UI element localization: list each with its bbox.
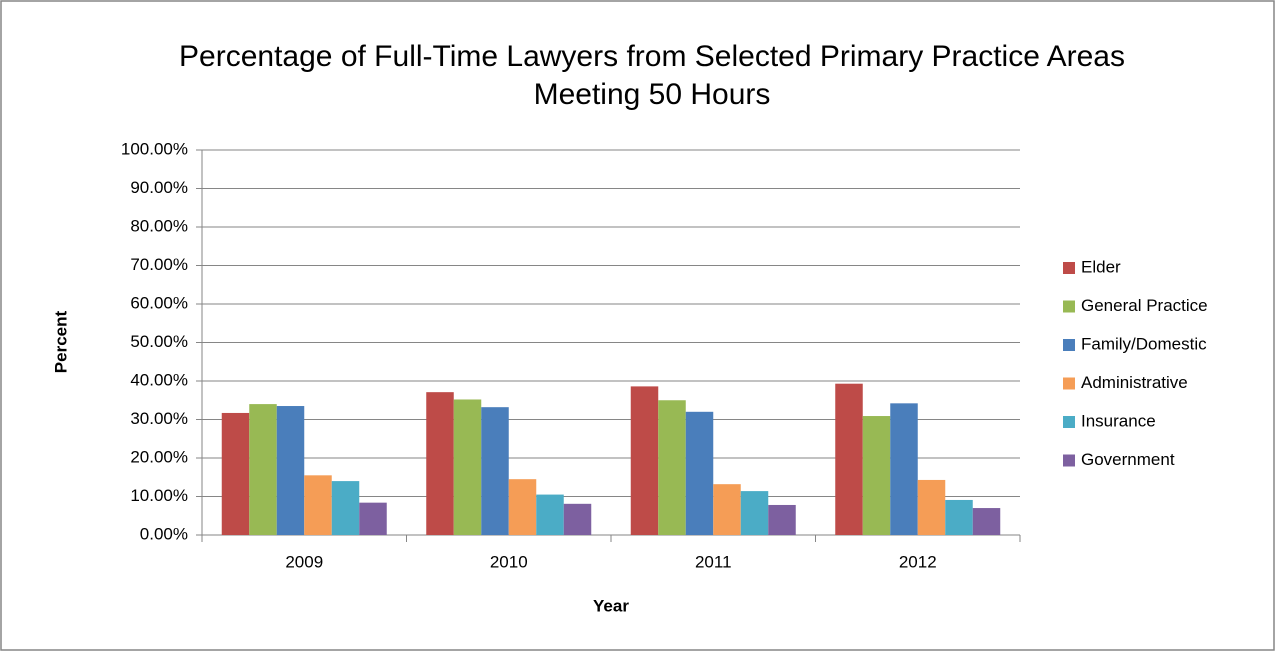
y-tick-label: 20.00% (130, 447, 188, 466)
bar (917, 479, 946, 535)
bar (453, 399, 482, 535)
legend-label: Family/Domestic (1081, 334, 1207, 353)
bar (536, 494, 564, 535)
legend-swatch (1063, 300, 1075, 313)
bar (249, 404, 277, 535)
bar (331, 481, 360, 535)
legend-swatch (1063, 339, 1075, 351)
bar (426, 392, 454, 535)
bar (658, 400, 686, 535)
legend-label: Elder (1081, 257, 1121, 276)
y-axis-label: Percent (51, 310, 70, 373)
y-tick-label: 30.00% (130, 409, 188, 428)
y-tick-label: 80.00% (130, 216, 188, 235)
x-tick-label: 2012 (899, 552, 937, 571)
legend-label: Government (1081, 450, 1175, 469)
y-tick-label: 0.00% (140, 524, 188, 543)
legend-label: Administrative (1081, 373, 1188, 392)
bar (685, 411, 714, 535)
bar (862, 416, 891, 535)
y-tick-label: 70.00% (130, 255, 188, 274)
bar (835, 383, 863, 535)
legend-label: Insurance (1081, 411, 1156, 430)
legend-swatch (1063, 454, 1075, 467)
bar (563, 503, 592, 535)
legend-swatch (1063, 377, 1075, 390)
bar (890, 403, 918, 535)
y-tick-label: 10.00% (130, 486, 188, 505)
y-tick-label: 40.00% (130, 370, 188, 389)
bar (945, 499, 973, 535)
bar (276, 406, 305, 535)
chart-title: Percentage of Full-Time Lawyers from Sel… (179, 40, 1125, 111)
y-tick-label: 50.00% (130, 332, 188, 351)
bar (713, 484, 741, 535)
bar (630, 386, 659, 535)
y-tick-label: 100.00% (121, 139, 188, 158)
bar (768, 504, 796, 535)
bar (304, 475, 332, 535)
bar (508, 479, 537, 535)
bar (740, 491, 769, 535)
legend-swatch (1063, 416, 1075, 428)
x-tick-label: 2011 (695, 552, 732, 571)
legend-label: General Practice (1081, 296, 1208, 315)
bar (972, 508, 1001, 535)
bar (221, 412, 250, 535)
y-tick-label: 90.00% (130, 178, 188, 197)
x-tick-label: 2010 (490, 552, 528, 571)
x-tick-label: 2009 (285, 552, 323, 571)
legend-swatch (1063, 262, 1075, 274)
bar (481, 407, 509, 535)
bar (359, 502, 387, 535)
y-tick-label: 60.00% (130, 293, 188, 312)
x-axis-label: Year (593, 596, 629, 615)
